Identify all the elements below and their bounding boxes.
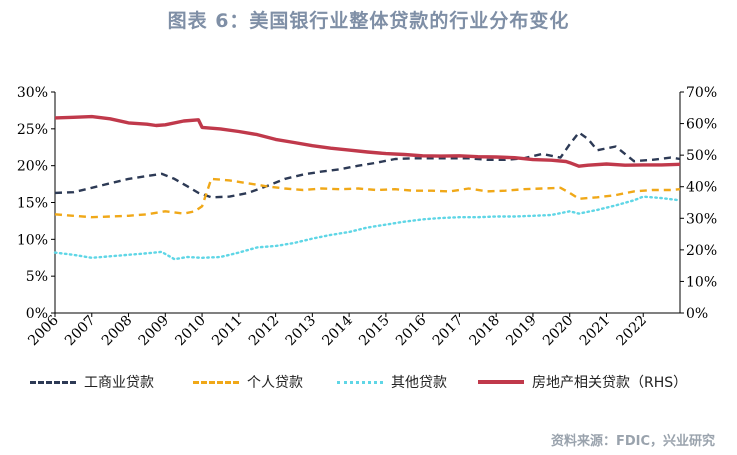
series-line-0 bbox=[54, 131, 681, 199]
legend-item-personal: 个人贷款 bbox=[193, 372, 303, 392]
left-tick-label: 0% bbox=[26, 306, 48, 322]
x-tick-label: 2017 bbox=[430, 313, 467, 350]
chart-legend: 工商业贷款 个人贷款 其他贷款 房地产相关贷款（RHS） bbox=[30, 372, 730, 392]
right-tick-label: 20% bbox=[686, 243, 717, 259]
legend-swatch-other bbox=[337, 380, 383, 384]
x-tick-label: 2018 bbox=[466, 313, 503, 350]
x-tick-label: 2008 bbox=[99, 313, 136, 350]
legend-label-commercial: 工商业贷款 bbox=[84, 375, 154, 391]
legend-label-other: 其他贷款 bbox=[391, 375, 447, 391]
source-note: 资料来源：FDIC，兴业研究 bbox=[550, 434, 715, 449]
legend-label-personal: 个人贷款 bbox=[247, 375, 303, 391]
x-tick-label: 2010 bbox=[172, 313, 209, 350]
left-tick-label: 20% bbox=[17, 159, 48, 175]
x-tick-label: 2019 bbox=[503, 313, 540, 350]
legend-label-real-estate: 房地产相关贷款（RHS） bbox=[532, 375, 688, 391]
right-tick-label: 0% bbox=[686, 306, 708, 322]
x-tick-label: 2007 bbox=[62, 313, 99, 350]
right-tick-label: 50% bbox=[686, 148, 717, 164]
x-tick-label: 2013 bbox=[283, 313, 320, 350]
right-tick-label: 10% bbox=[686, 274, 717, 290]
legend-swatch-commercial bbox=[30, 380, 76, 384]
legend-item-commercial: 工商业贷款 bbox=[30, 372, 154, 392]
left-tick-label: 10% bbox=[17, 232, 48, 248]
left-tick-label: 25% bbox=[17, 122, 48, 138]
x-tick-label: 2015 bbox=[356, 313, 393, 350]
legend-swatch-personal bbox=[193, 380, 239, 384]
series-line-1 bbox=[54, 177, 681, 219]
chart-title: 图表 6：美国银行业整体贷款的行业分布变化 bbox=[167, 10, 570, 32]
right-tick-label: 60% bbox=[686, 117, 717, 133]
x-tick-label: 2020 bbox=[540, 313, 577, 350]
x-tick-label: 2016 bbox=[393, 312, 430, 349]
x-tick-label: 2014 bbox=[319, 312, 356, 349]
right-tick-label: 40% bbox=[686, 180, 717, 196]
left-tick-label: 30% bbox=[17, 85, 48, 101]
x-tick-label: 2022 bbox=[614, 313, 651, 350]
legend-item-real-estate: 房地产相关贷款（RHS） bbox=[478, 372, 687, 392]
legend-item-other: 其他贷款 bbox=[337, 372, 447, 392]
x-tick-label: 2021 bbox=[577, 313, 614, 350]
x-tick-label: 2011 bbox=[209, 313, 246, 350]
series-line-2 bbox=[53, 195, 682, 261]
x-tick-label: 2009 bbox=[136, 313, 173, 350]
right-tick-label: 30% bbox=[686, 211, 717, 227]
x-tick-label: 2012 bbox=[246, 313, 283, 350]
series-line-3 bbox=[54, 114, 681, 168]
left-tick-label: 5% bbox=[26, 269, 48, 285]
left-tick-label: 15% bbox=[17, 196, 48, 212]
legend-swatch-real-estate bbox=[478, 380, 524, 384]
right-tick-label: 70% bbox=[686, 85, 717, 101]
